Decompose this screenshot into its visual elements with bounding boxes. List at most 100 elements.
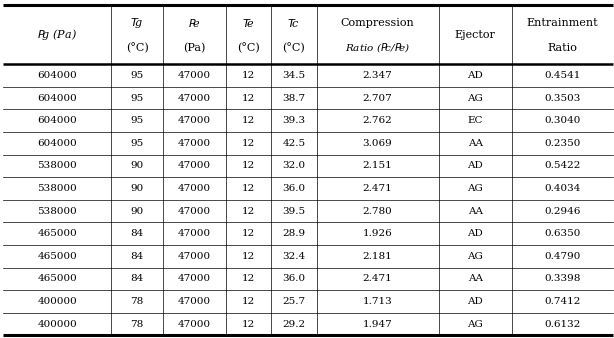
Text: 538000: 538000 (37, 161, 77, 170)
Text: 0.4034: 0.4034 (544, 184, 580, 193)
Text: 604000: 604000 (37, 71, 77, 80)
Text: 90: 90 (131, 161, 144, 170)
Text: 2.181: 2.181 (363, 252, 392, 261)
Text: 29.2: 29.2 (282, 319, 306, 329)
Text: 47000: 47000 (178, 116, 211, 125)
Text: $T\!$g: $T\!$g (130, 16, 144, 30)
Text: Ratio ($P\!$c/$P\!$e): Ratio ($P\!$c/$P\!$e) (345, 41, 410, 54)
Text: 47000: 47000 (178, 161, 211, 170)
Text: 42.5: 42.5 (282, 139, 306, 148)
Text: AD: AD (467, 229, 483, 238)
Text: AD: AD (467, 161, 483, 170)
Text: 538000: 538000 (37, 184, 77, 193)
Text: 0.6350: 0.6350 (544, 229, 580, 238)
Text: 0.7412: 0.7412 (544, 297, 580, 306)
Text: 12: 12 (242, 252, 255, 261)
Text: AG: AG (467, 252, 483, 261)
Text: 47000: 47000 (178, 139, 211, 148)
Text: Compression: Compression (341, 18, 414, 28)
Text: 0.2350: 0.2350 (544, 139, 580, 148)
Text: AG: AG (467, 184, 483, 193)
Text: $P\!$g (Pa): $P\!$g (Pa) (37, 27, 77, 42)
Text: 12: 12 (242, 71, 255, 80)
Text: 47000: 47000 (178, 94, 211, 103)
Text: 84: 84 (131, 229, 144, 238)
Text: 12: 12 (242, 274, 255, 283)
Text: $T\!$c: $T\!$c (287, 17, 300, 29)
Text: (°C): (°C) (282, 42, 305, 53)
Text: AA: AA (468, 139, 483, 148)
Text: $P\!$e: $P\!$e (188, 17, 201, 29)
Text: 2.762: 2.762 (363, 116, 392, 125)
Text: (°C): (°C) (238, 42, 260, 53)
Text: 78: 78 (131, 297, 144, 306)
Text: AD: AD (467, 297, 483, 306)
Text: 47000: 47000 (178, 71, 211, 80)
Text: 95: 95 (131, 71, 144, 80)
Text: $T\!$e: $T\!$e (242, 17, 255, 29)
Text: 95: 95 (131, 139, 144, 148)
Text: 2.151: 2.151 (363, 161, 392, 170)
Text: 12: 12 (242, 229, 255, 238)
Text: 604000: 604000 (37, 94, 77, 103)
Text: 39.3: 39.3 (282, 116, 306, 125)
Text: 36.0: 36.0 (282, 274, 306, 283)
Text: 47000: 47000 (178, 252, 211, 261)
Text: 47000: 47000 (178, 184, 211, 193)
Text: AA: AA (468, 274, 483, 283)
Text: 12: 12 (242, 184, 255, 193)
Text: 47000: 47000 (178, 229, 211, 238)
Text: 400000: 400000 (37, 319, 77, 329)
Text: Ratio: Ratio (547, 43, 577, 53)
Text: 1.713: 1.713 (363, 297, 392, 306)
Text: 25.7: 25.7 (282, 297, 306, 306)
Text: 90: 90 (131, 184, 144, 193)
Text: 28.9: 28.9 (282, 229, 306, 238)
Text: 604000: 604000 (37, 116, 77, 125)
Text: 0.3503: 0.3503 (544, 94, 580, 103)
Text: 538000: 538000 (37, 207, 77, 216)
Text: 0.3398: 0.3398 (544, 274, 580, 283)
Text: (Pa): (Pa) (184, 43, 206, 53)
Text: 12: 12 (242, 297, 255, 306)
Text: 12: 12 (242, 319, 255, 329)
Text: (°C): (°C) (126, 42, 149, 53)
Text: Ejector: Ejector (455, 30, 495, 40)
Text: 36.0: 36.0 (282, 184, 306, 193)
Text: 0.3040: 0.3040 (544, 116, 580, 125)
Text: 2.707: 2.707 (363, 94, 392, 103)
Text: 1.947: 1.947 (363, 319, 392, 329)
Text: EC: EC (467, 116, 483, 125)
Text: 95: 95 (131, 116, 144, 125)
Text: 465000: 465000 (37, 252, 77, 261)
Text: 2.471: 2.471 (363, 274, 392, 283)
Text: 39.5: 39.5 (282, 207, 306, 216)
Text: 12: 12 (242, 116, 255, 125)
Text: 0.5422: 0.5422 (544, 161, 580, 170)
Text: 47000: 47000 (178, 297, 211, 306)
Text: 12: 12 (242, 161, 255, 170)
Text: Entrainment: Entrainment (526, 18, 598, 28)
Text: 12: 12 (242, 94, 255, 103)
Text: 32.4: 32.4 (282, 252, 306, 261)
Text: 0.2946: 0.2946 (544, 207, 580, 216)
Text: 34.5: 34.5 (282, 71, 306, 80)
Text: 0.6132: 0.6132 (544, 319, 580, 329)
Text: 84: 84 (131, 274, 144, 283)
Text: 604000: 604000 (37, 139, 77, 148)
Text: 32.0: 32.0 (282, 161, 306, 170)
Text: 38.7: 38.7 (282, 94, 306, 103)
Text: 0.4790: 0.4790 (544, 252, 580, 261)
Text: 84: 84 (131, 252, 144, 261)
Text: 12: 12 (242, 207, 255, 216)
Text: 95: 95 (131, 94, 144, 103)
Text: 1.926: 1.926 (363, 229, 392, 238)
Text: 465000: 465000 (37, 229, 77, 238)
Text: 47000: 47000 (178, 274, 211, 283)
Text: 2.347: 2.347 (363, 71, 392, 80)
Text: AD: AD (467, 71, 483, 80)
Text: 47000: 47000 (178, 319, 211, 329)
Text: AG: AG (467, 94, 483, 103)
Text: 0.4541: 0.4541 (544, 71, 580, 80)
Text: 2.780: 2.780 (363, 207, 392, 216)
